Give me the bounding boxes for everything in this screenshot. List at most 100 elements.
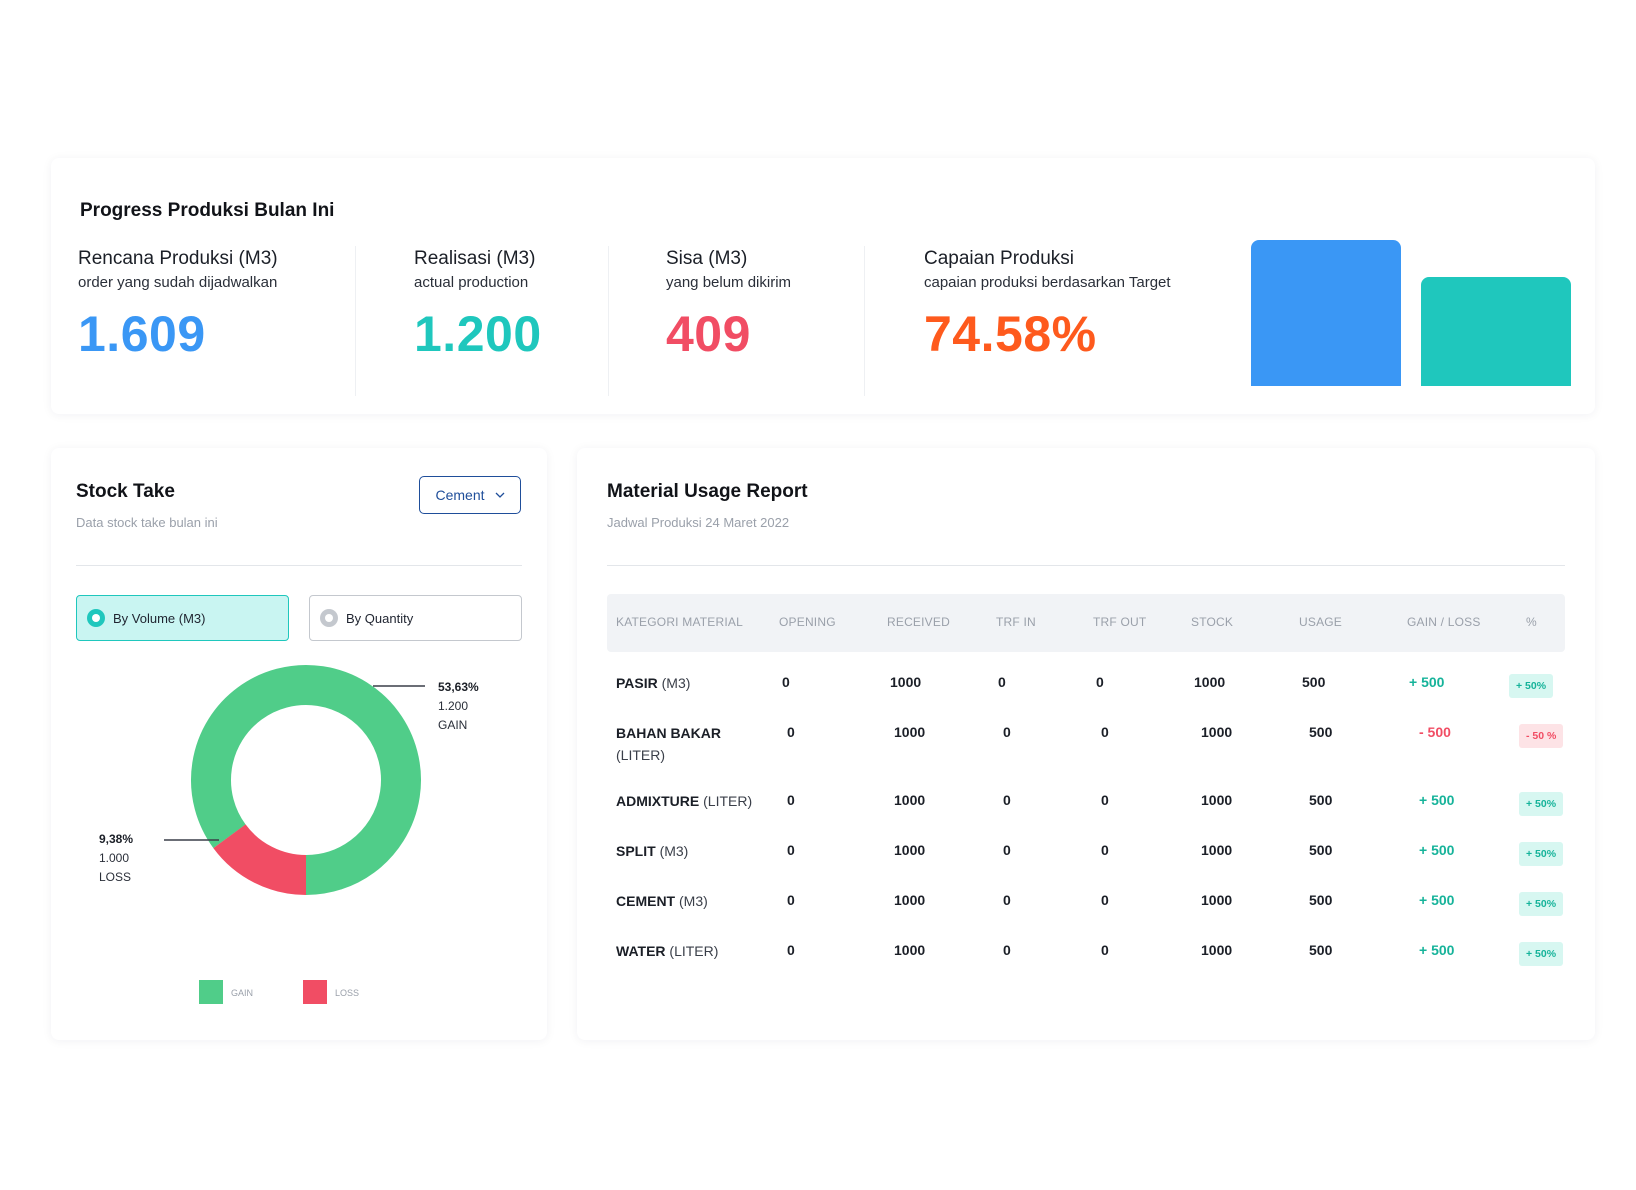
row-trf-in: 0 xyxy=(1003,892,1011,908)
row-trf-out: 0 xyxy=(1096,674,1104,690)
th-opening: OPENING xyxy=(779,615,836,629)
dropdown-value: Cement xyxy=(435,487,485,503)
row-stock: 1000 xyxy=(1201,942,1233,958)
th-stock: STOCK xyxy=(1191,615,1234,629)
row-percent-badge: + 50% xyxy=(1519,942,1564,966)
divider xyxy=(607,565,1565,566)
row-stock: 1000 xyxy=(1201,724,1233,740)
stat-title: Rencana Produksi (M3) xyxy=(78,248,278,269)
divider xyxy=(608,246,609,396)
row-gain-loss: + 500 xyxy=(1419,942,1455,958)
donut-loss-segment xyxy=(191,665,421,895)
row-category: PASIR (M3) xyxy=(616,675,691,691)
stock-take-subtitle: Data stock take bulan ini xyxy=(76,515,218,530)
gain-pct: 53,63% xyxy=(438,680,479,694)
material-usage-subtitle: Jadwal Produksi 24 Maret 2022 xyxy=(607,515,790,530)
row-stock: 1000 xyxy=(1201,892,1233,908)
material-dropdown[interactable]: Cement xyxy=(419,476,521,514)
stat-title: Realisasi (M3) xyxy=(414,248,536,269)
loss-text: LOSS xyxy=(99,870,132,884)
table-header: KATEGORI MATERIAL OPENING RECEIVED TRF I… xyxy=(607,594,1565,652)
donut-chart xyxy=(164,665,425,895)
th-percent: % xyxy=(1526,615,1537,629)
th-trf-out: TRF OUT xyxy=(1093,615,1147,629)
row-percent-badge: - 50 % xyxy=(1519,724,1564,748)
divider xyxy=(864,246,865,396)
legend-loss-swatch xyxy=(303,980,327,1004)
th-trf-in: TRF IN xyxy=(996,615,1036,629)
stat-rencana: Rencana Produksi (M3) order yang sudah d… xyxy=(78,248,278,363)
row-received: 1000 xyxy=(894,842,926,858)
row-usage: 500 xyxy=(1309,724,1333,740)
row-category: BAHAN BAKAR (LITER) xyxy=(616,725,721,763)
row-opening: 0 xyxy=(787,842,795,858)
legend-loss-label: LOSS xyxy=(335,988,360,998)
row-category: CEMENT (M3) xyxy=(616,893,708,909)
row-gain-loss: + 500 xyxy=(1419,792,1455,808)
row-trf-in: 0 xyxy=(1003,724,1011,740)
stat-value: 1.200 xyxy=(414,306,542,362)
radio-label: By Volume (M3) xyxy=(113,610,206,626)
row-usage: 500 xyxy=(1309,842,1333,858)
legend-gain-swatch xyxy=(199,980,223,1004)
row-stock: 1000 xyxy=(1194,674,1226,690)
stat-subtitle: actual production xyxy=(414,274,529,291)
divider xyxy=(76,565,522,566)
stat-subtitle: capaian produksi berdasarkan Target xyxy=(924,274,1171,291)
chevron-down-icon xyxy=(495,492,504,498)
row-opening: 0 xyxy=(787,724,795,740)
row-usage: 500 xyxy=(1309,792,1333,808)
stat-subtitle: yang belum dikirim xyxy=(666,274,792,291)
row-percent-badge: + 50% xyxy=(1519,892,1564,916)
stat-value: 74.58% xyxy=(924,306,1097,362)
row-category: ADMIXTURE (LITER) xyxy=(616,793,753,809)
row-category: WATER (LITER) xyxy=(616,943,719,959)
stat-value: 1.609 xyxy=(78,306,206,362)
row-trf-in: 0 xyxy=(1003,842,1011,858)
radio-unselected-icon xyxy=(320,609,338,627)
row-trf-in: 0 xyxy=(1003,792,1011,808)
stat-title: Sisa (M3) xyxy=(666,248,748,269)
loss-pct: 9,38% xyxy=(99,832,134,846)
th-received: RECEIVED xyxy=(887,615,950,629)
row-received: 1000 xyxy=(894,892,926,908)
row-trf-out: 0 xyxy=(1101,724,1109,740)
by-volume-radio[interactable]: By Volume (M3) xyxy=(76,595,289,641)
stat-subtitle: order yang sudah dijadwalkan xyxy=(78,274,278,291)
stock-take-title: Stock Take xyxy=(76,481,175,502)
material-usage-title: Material Usage Report xyxy=(607,481,808,502)
gain-text: GAIN xyxy=(438,718,468,732)
th-kategori: KATEGORI MATERIAL xyxy=(616,615,743,629)
row-category: SPLIT (M3) xyxy=(616,843,689,859)
th-gain-loss: GAIN / LOSS xyxy=(1407,615,1481,629)
row-gain-loss: + 500 xyxy=(1409,674,1445,690)
loss-value: 1.000 xyxy=(99,851,130,865)
row-received: 1000 xyxy=(894,724,926,740)
legend-gain-label: GAIN xyxy=(231,988,254,998)
row-opening: 0 xyxy=(787,792,795,808)
row-gain-loss: + 500 xyxy=(1419,892,1455,908)
stock-take-card: Stock Take Data stock take bulan ini Cem… xyxy=(51,448,547,1040)
row-gain-loss: + 500 xyxy=(1419,842,1455,858)
row-usage: 500 xyxy=(1309,892,1333,908)
stat-title: Capaian Produksi xyxy=(924,248,1074,269)
progress-title: Progress Produksi Bulan Ini xyxy=(80,200,335,221)
material-usage-card: Material Usage Report Jadwal Produksi 24… xyxy=(577,448,1595,1040)
row-trf-out: 0 xyxy=(1101,792,1109,808)
row-usage: 500 xyxy=(1302,674,1326,690)
row-opening: 0 xyxy=(787,942,795,958)
row-opening: 0 xyxy=(787,892,795,908)
stat-realisasi: Realisasi (M3) actual production 1.200 xyxy=(414,248,542,363)
plan-bar xyxy=(1251,240,1401,386)
th-usage: USAGE xyxy=(1299,615,1343,629)
row-received: 1000 xyxy=(894,942,926,958)
progress-card: Progress Produksi Bulan Ini Rencana Prod… xyxy=(51,158,1595,414)
row-trf-out: 0 xyxy=(1101,892,1109,908)
row-stock: 1000 xyxy=(1201,792,1233,808)
by-quantity-radio[interactable]: By Quantity xyxy=(309,595,522,641)
radio-label: By Quantity xyxy=(346,610,414,626)
row-usage: 500 xyxy=(1309,942,1333,958)
row-gain-loss: - 500 xyxy=(1419,724,1451,740)
gain-label: 53,63% 1.200 GAIN xyxy=(438,678,479,735)
row-trf-out: 0 xyxy=(1101,842,1109,858)
